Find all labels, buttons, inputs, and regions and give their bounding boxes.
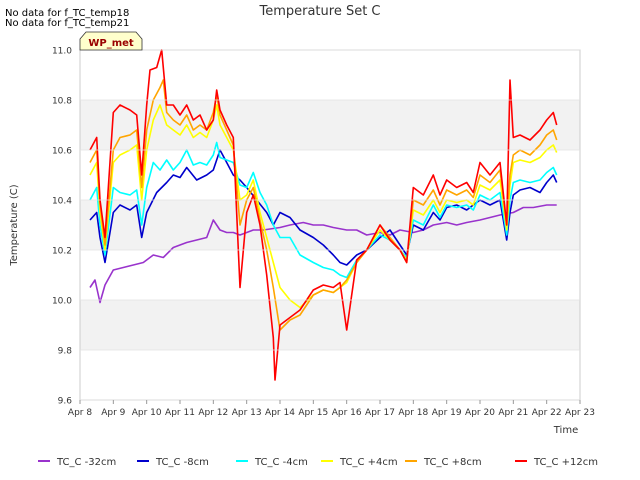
series-line: [89, 49, 558, 381]
series-line: [89, 149, 558, 266]
plot-bands: [80, 50, 580, 400]
x-tick-label: Apr 10: [132, 408, 162, 418]
x-tick-label: Apr 21: [498, 408, 528, 418]
plot-band: [80, 250, 580, 300]
x-tick-label: Apr 17: [365, 408, 395, 418]
y-tick-label: 10.2: [52, 247, 72, 257]
no-data-note-1: No data for f_TC_temp18: [5, 8, 130, 19]
plot-band: [80, 350, 580, 400]
x-axis-label: Time: [553, 425, 578, 436]
no-data-note-2: No data for f_TC_temp21: [5, 18, 130, 29]
series-line: [89, 141, 558, 279]
x-tick-label: Apr 15: [298, 408, 328, 418]
series-line: [89, 204, 557, 304]
x-tick-label: Apr 8: [68, 408, 92, 418]
x-tick-label: Apr 13: [232, 408, 262, 418]
plot-band: [80, 300, 580, 350]
plot-band: [80, 50, 580, 100]
y-tick-label: 10.6: [52, 147, 72, 157]
legend-entry: TC_C +4cm: [339, 457, 398, 468]
y-tick-label: 9.6: [58, 397, 73, 407]
chart-title: Temperature Set C: [258, 4, 380, 19]
x-tick-label: Apr 18: [398, 408, 428, 418]
site-label: WP_met: [88, 38, 134, 49]
y-axis-ticks: 9.6 9.8 10.0 10.2 10.4 10.6 10.8 11.0: [52, 47, 580, 407]
site-label-box: WP_met: [79, 31, 143, 51]
x-tick-label: Apr 11: [165, 408, 195, 418]
legend-entry: TC_C +12cm: [533, 457, 598, 468]
legend-entry: TC_C -32cm: [56, 457, 116, 468]
y-tick-label: 9.8: [58, 347, 73, 357]
x-tick-label: Apr 22: [532, 408, 562, 418]
x-tick-label: Apr 9: [101, 408, 125, 418]
x-tick-label: Apr 12: [198, 408, 228, 418]
x-tick-label: Apr 14: [265, 408, 295, 418]
y-tick-label: 10.8: [52, 97, 72, 107]
x-tick-label: Apr 16: [332, 408, 362, 418]
legend: TC_C -32cm TC_C -8cm TC_C -4cm TC_C +4cm TC_…: [38, 457, 598, 468]
y-tick-label: 10.0: [52, 297, 72, 307]
legend-entry: TC_C -8cm: [155, 457, 209, 468]
x-axis-ticks: Apr 8 Apr 9 Apr 10 Apr 11 Apr 12 Apr 13 Apr 14…: [68, 400, 595, 418]
x-tick-label: Apr 19: [432, 408, 462, 418]
y-tick-label: 11.0: [52, 47, 72, 57]
legend-entry: TC_C -4cm: [254, 457, 308, 468]
plot-band: [80, 150, 580, 200]
x-tick-label: Apr 20: [465, 408, 495, 418]
series-line: [89, 104, 558, 309]
series-lines: [89, 49, 558, 381]
plot-band: [80, 200, 580, 250]
y-axis-label: Temperature (C): [9, 184, 20, 266]
plot-band: [80, 100, 580, 150]
y-tick-label: 10.4: [52, 197, 72, 207]
x-tick-label: Apr 23: [565, 408, 595, 418]
series-line: [89, 79, 558, 331]
legend-entry: TC_C +8cm: [423, 457, 482, 468]
